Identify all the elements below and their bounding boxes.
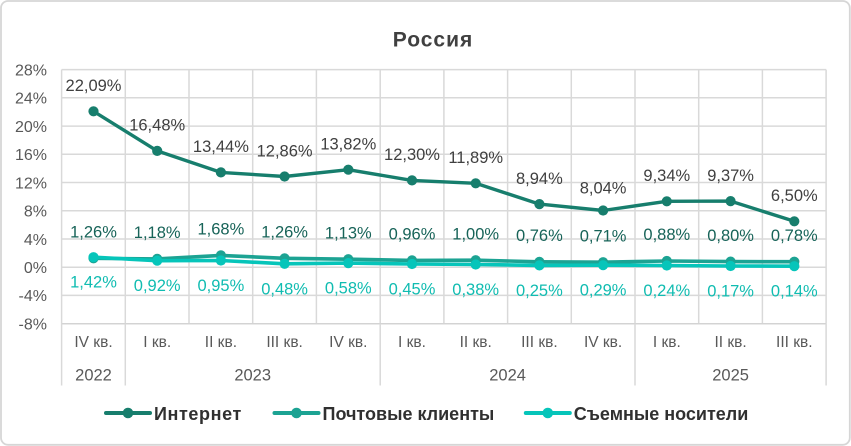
svg-text:0,17%: 0,17% — [707, 283, 754, 301]
svg-text:2022: 2022 — [75, 367, 112, 385]
svg-text:13,44%: 13,44% — [193, 138, 249, 156]
svg-text:IV кв.: IV кв. — [74, 334, 112, 351]
svg-text:Почтовые клиенты: Почтовые клиенты — [323, 404, 495, 424]
svg-text:IV кв.: IV кв. — [584, 334, 622, 351]
svg-text:12,30%: 12,30% — [384, 146, 440, 164]
svg-text:9,34%: 9,34% — [643, 167, 690, 185]
svg-text:III кв.: III кв. — [776, 334, 813, 351]
svg-text:11,89%: 11,89% — [448, 149, 503, 167]
svg-text:II кв.: II кв. — [460, 334, 492, 351]
svg-text:22,09%: 22,09% — [66, 77, 122, 95]
svg-text:0,92%: 0,92% — [134, 277, 181, 295]
svg-text:0,78%: 0,78% — [771, 227, 818, 245]
svg-text:Съемные носители: Съемные носители — [574, 404, 749, 424]
svg-text:II кв.: II кв. — [205, 334, 237, 351]
svg-text:-8%: -8% — [19, 317, 47, 334]
svg-text:0,80%: 0,80% — [707, 227, 754, 245]
svg-text:8,94%: 8,94% — [516, 170, 563, 188]
svg-text:24%: 24% — [15, 91, 47, 108]
svg-text:I кв.: I кв. — [398, 334, 426, 351]
svg-text:28%: 28% — [15, 62, 47, 79]
svg-text:12%: 12% — [15, 175, 47, 192]
svg-text:1,18%: 1,18% — [134, 224, 181, 242]
svg-text:8%: 8% — [24, 204, 47, 221]
svg-text:III кв.: III кв. — [521, 334, 558, 351]
svg-text:0,25%: 0,25% — [516, 282, 563, 300]
svg-text:I кв.: I кв. — [653, 334, 681, 351]
svg-text:0,88%: 0,88% — [643, 226, 690, 244]
svg-text:20%: 20% — [15, 119, 47, 136]
svg-text:1,26%: 1,26% — [261, 224, 308, 242]
svg-text:IV кв.: IV кв. — [329, 334, 367, 351]
svg-text:1,26%: 1,26% — [70, 224, 117, 242]
svg-text:1,42%: 1,42% — [70, 274, 117, 292]
svg-text:4%: 4% — [24, 232, 47, 249]
svg-text:0,76%: 0,76% — [516, 227, 563, 245]
svg-text:16,48%: 16,48% — [129, 117, 185, 135]
svg-text:I кв.: I кв. — [143, 334, 171, 351]
svg-text:2023: 2023 — [234, 367, 271, 385]
svg-text:III кв.: III кв. — [266, 334, 303, 351]
svg-text:0,95%: 0,95% — [198, 277, 245, 295]
svg-text:0,58%: 0,58% — [325, 280, 372, 298]
svg-text:0,14%: 0,14% — [771, 283, 818, 301]
svg-text:0,29%: 0,29% — [580, 282, 627, 300]
svg-text:Интернет: Интернет — [154, 404, 242, 424]
svg-text:Россия: Россия — [393, 28, 474, 51]
svg-text:0,38%: 0,38% — [452, 281, 499, 299]
svg-text:0,24%: 0,24% — [643, 282, 690, 300]
svg-text:6,50%: 6,50% — [771, 187, 818, 205]
svg-text:1,13%: 1,13% — [325, 224, 372, 242]
svg-text:0%: 0% — [24, 260, 47, 277]
svg-text:0,45%: 0,45% — [389, 281, 436, 299]
svg-text:1,00%: 1,00% — [452, 225, 499, 243]
svg-text:2024: 2024 — [489, 367, 526, 385]
svg-text:8,04%: 8,04% — [580, 180, 627, 198]
svg-text:16%: 16% — [15, 147, 47, 164]
svg-text:II кв.: II кв. — [714, 334, 746, 351]
svg-text:1,68%: 1,68% — [198, 221, 245, 239]
svg-text:2025: 2025 — [712, 367, 749, 385]
svg-text:0,71%: 0,71% — [580, 227, 627, 245]
svg-text:0,48%: 0,48% — [261, 280, 308, 298]
svg-text:9,37%: 9,37% — [707, 167, 754, 185]
svg-text:12,86%: 12,86% — [257, 142, 313, 160]
svg-text:0,96%: 0,96% — [389, 226, 436, 244]
svg-text:-4%: -4% — [19, 288, 47, 305]
svg-text:13,82%: 13,82% — [320, 136, 376, 154]
